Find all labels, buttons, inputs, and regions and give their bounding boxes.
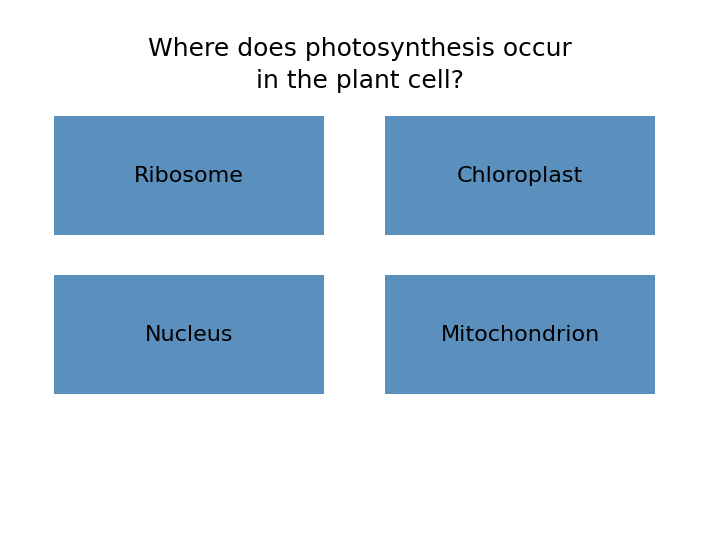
FancyBboxPatch shape [385, 116, 655, 235]
FancyBboxPatch shape [385, 275, 655, 394]
Text: Mitochondrion: Mitochondrion [441, 325, 600, 345]
Text: Ribosome: Ribosome [134, 165, 244, 186]
FancyBboxPatch shape [54, 116, 324, 235]
Text: Chloroplast: Chloroplast [457, 165, 583, 186]
Text: Nucleus: Nucleus [145, 325, 233, 345]
FancyBboxPatch shape [54, 275, 324, 394]
Text: Where does photosynthesis occur
in the plant cell?: Where does photosynthesis occur in the p… [148, 37, 572, 92]
